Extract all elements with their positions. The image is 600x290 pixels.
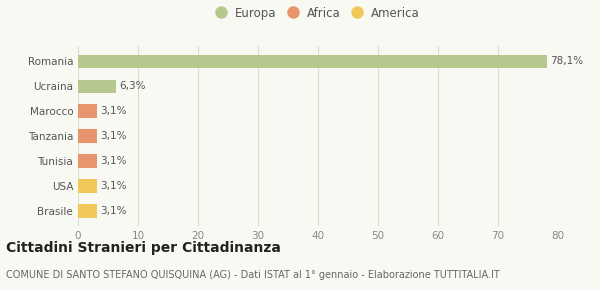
Bar [78,79,116,93]
Bar [78,129,97,143]
Text: 3,1%: 3,1% [100,156,127,166]
Text: 3,1%: 3,1% [100,181,127,191]
Text: COMUNE DI SANTO STEFANO QUISQUINA (AG) - Dati ISTAT al 1° gennaio - Elaborazione: COMUNE DI SANTO STEFANO QUISQUINA (AG) -… [6,270,500,280]
Text: 6,3%: 6,3% [119,81,146,91]
Bar [78,204,97,218]
Text: 3,1%: 3,1% [100,106,127,116]
Legend: Europa, Africa, America: Europa, Africa, America [211,2,425,24]
Bar [78,179,97,193]
Bar [78,55,547,68]
Text: 78,1%: 78,1% [550,57,583,66]
Bar [78,154,97,168]
Text: 3,1%: 3,1% [100,131,127,141]
Text: Cittadini Stranieri per Cittadinanza: Cittadini Stranieri per Cittadinanza [6,241,281,255]
Text: 3,1%: 3,1% [100,206,127,216]
Bar [78,104,97,118]
